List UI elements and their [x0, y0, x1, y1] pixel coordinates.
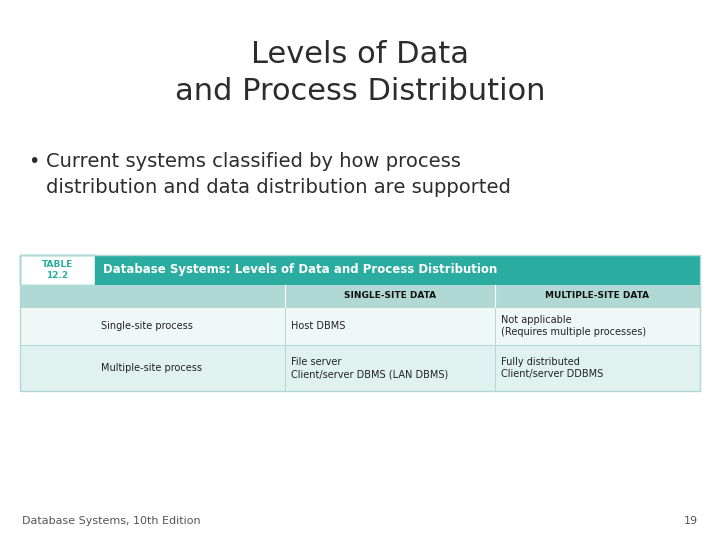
Text: Current systems classified by how process
distribution and data distribution are: Current systems classified by how proces… [46, 152, 511, 197]
Text: File server
Client/server DBMS (LAN DBMS): File server Client/server DBMS (LAN DBMS… [291, 356, 449, 380]
FancyBboxPatch shape [20, 345, 285, 391]
Text: TABLE
12.2: TABLE 12.2 [42, 260, 73, 280]
Text: Not applicable
(Requires multiple processes): Not applicable (Requires multiple proces… [501, 315, 646, 338]
FancyBboxPatch shape [285, 345, 495, 391]
FancyBboxPatch shape [20, 285, 700, 307]
Text: MULTIPLE-SITE DATA: MULTIPLE-SITE DATA [546, 292, 649, 300]
FancyBboxPatch shape [495, 307, 700, 345]
FancyBboxPatch shape [495, 345, 700, 391]
FancyBboxPatch shape [20, 307, 285, 345]
Text: 19: 19 [684, 516, 698, 526]
Text: •: • [28, 152, 40, 171]
Text: Host DBMS: Host DBMS [291, 321, 346, 331]
FancyBboxPatch shape [95, 255, 700, 285]
Text: Single-site process: Single-site process [101, 321, 193, 331]
FancyBboxPatch shape [20, 255, 95, 285]
Text: Database Systems, 10th Edition: Database Systems, 10th Edition [22, 516, 201, 526]
Text: Database Systems: Levels of Data and Process Distribution: Database Systems: Levels of Data and Pro… [103, 264, 498, 276]
FancyBboxPatch shape [285, 307, 495, 345]
Text: Fully distributed
Client/server DDBMS: Fully distributed Client/server DDBMS [501, 356, 603, 380]
Text: Levels of Data
and Process Distribution: Levels of Data and Process Distribution [175, 40, 545, 106]
Text: SINGLE-SITE DATA: SINGLE-SITE DATA [344, 292, 436, 300]
Text: Multiple-site process: Multiple-site process [101, 363, 202, 373]
